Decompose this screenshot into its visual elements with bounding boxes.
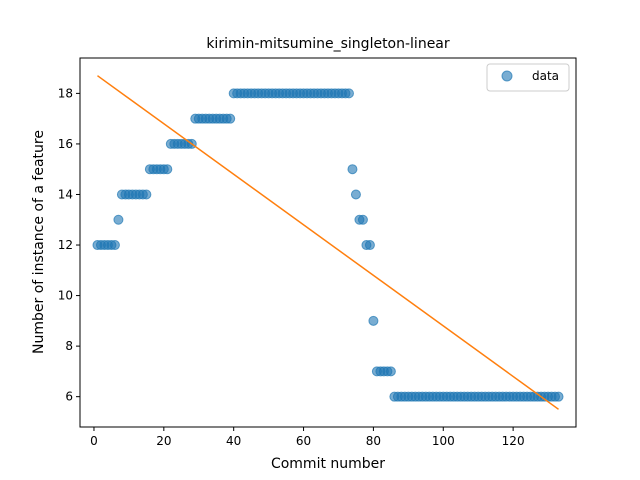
data-point [162, 164, 173, 175]
data-point [141, 189, 152, 200]
y-tick-label: 8 [65, 339, 73, 353]
data-point [347, 164, 358, 175]
data-point [113, 214, 124, 225]
y-axis-label: Number of instance of a feature [31, 130, 47, 354]
legend-marker [501, 70, 513, 82]
data-point [368, 315, 379, 326]
legend: data [486, 63, 570, 92]
y-tick-label: 12 [58, 238, 73, 252]
fit-line [97, 75, 559, 410]
x-tick-label: 120 [502, 434, 525, 448]
data-point [357, 214, 368, 225]
data-point [343, 88, 354, 99]
data-point [350, 189, 361, 200]
x-axis-label: Commit number [271, 456, 385, 472]
data-point [225, 113, 236, 124]
x-tick-label: 80 [366, 434, 381, 448]
data-point [364, 240, 375, 251]
axes-frame [79, 57, 577, 428]
legend-label: data [532, 69, 559, 83]
x-tick-label: 100 [432, 434, 455, 448]
y-axis: 6 8 10 12 14 16 18 [58, 86, 80, 404]
y-tick-label: 18 [58, 86, 73, 100]
y-tick-label: 16 [58, 137, 73, 151]
x-tick-label: 0 [90, 434, 98, 448]
x-tick-label: 40 [226, 434, 241, 448]
data-point [385, 366, 396, 377]
chart-title: kirimin-mitsumine_singleton-linear [206, 36, 450, 52]
x-tick-label: 60 [296, 434, 311, 448]
y-tick-label: 6 [65, 390, 73, 404]
y-tick-label: 10 [58, 289, 73, 303]
data-point [553, 391, 564, 402]
x-axis: 0 20 40 60 80 100 120 [90, 427, 525, 448]
plot-area [92, 75, 564, 410]
y-tick-label: 14 [58, 187, 73, 201]
data-point [109, 240, 120, 251]
x-tick-label: 20 [156, 434, 171, 448]
